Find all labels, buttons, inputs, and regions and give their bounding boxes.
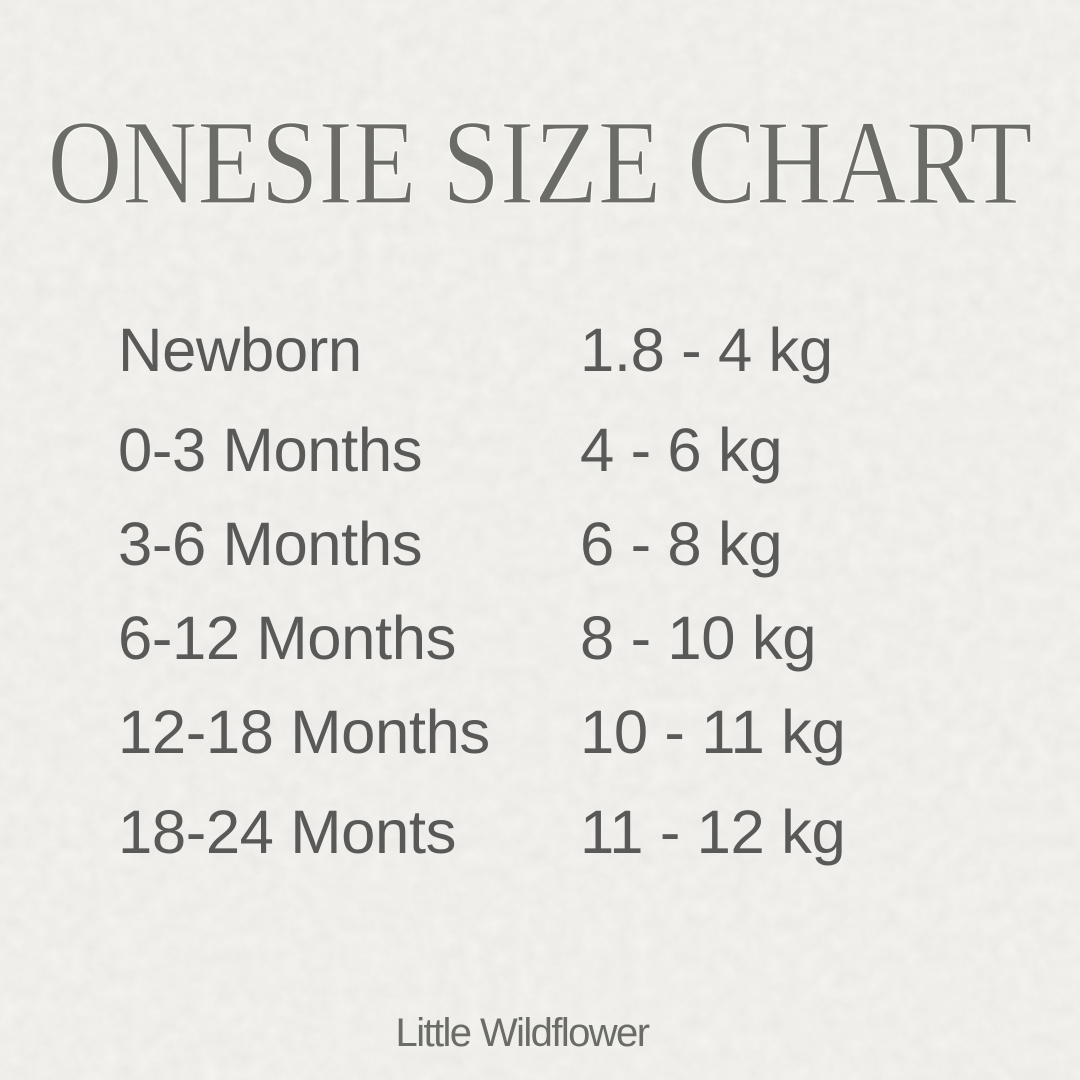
svg-text:ONESIE SIZE CHART: ONESIE SIZE CHART [48, 97, 1033, 230]
